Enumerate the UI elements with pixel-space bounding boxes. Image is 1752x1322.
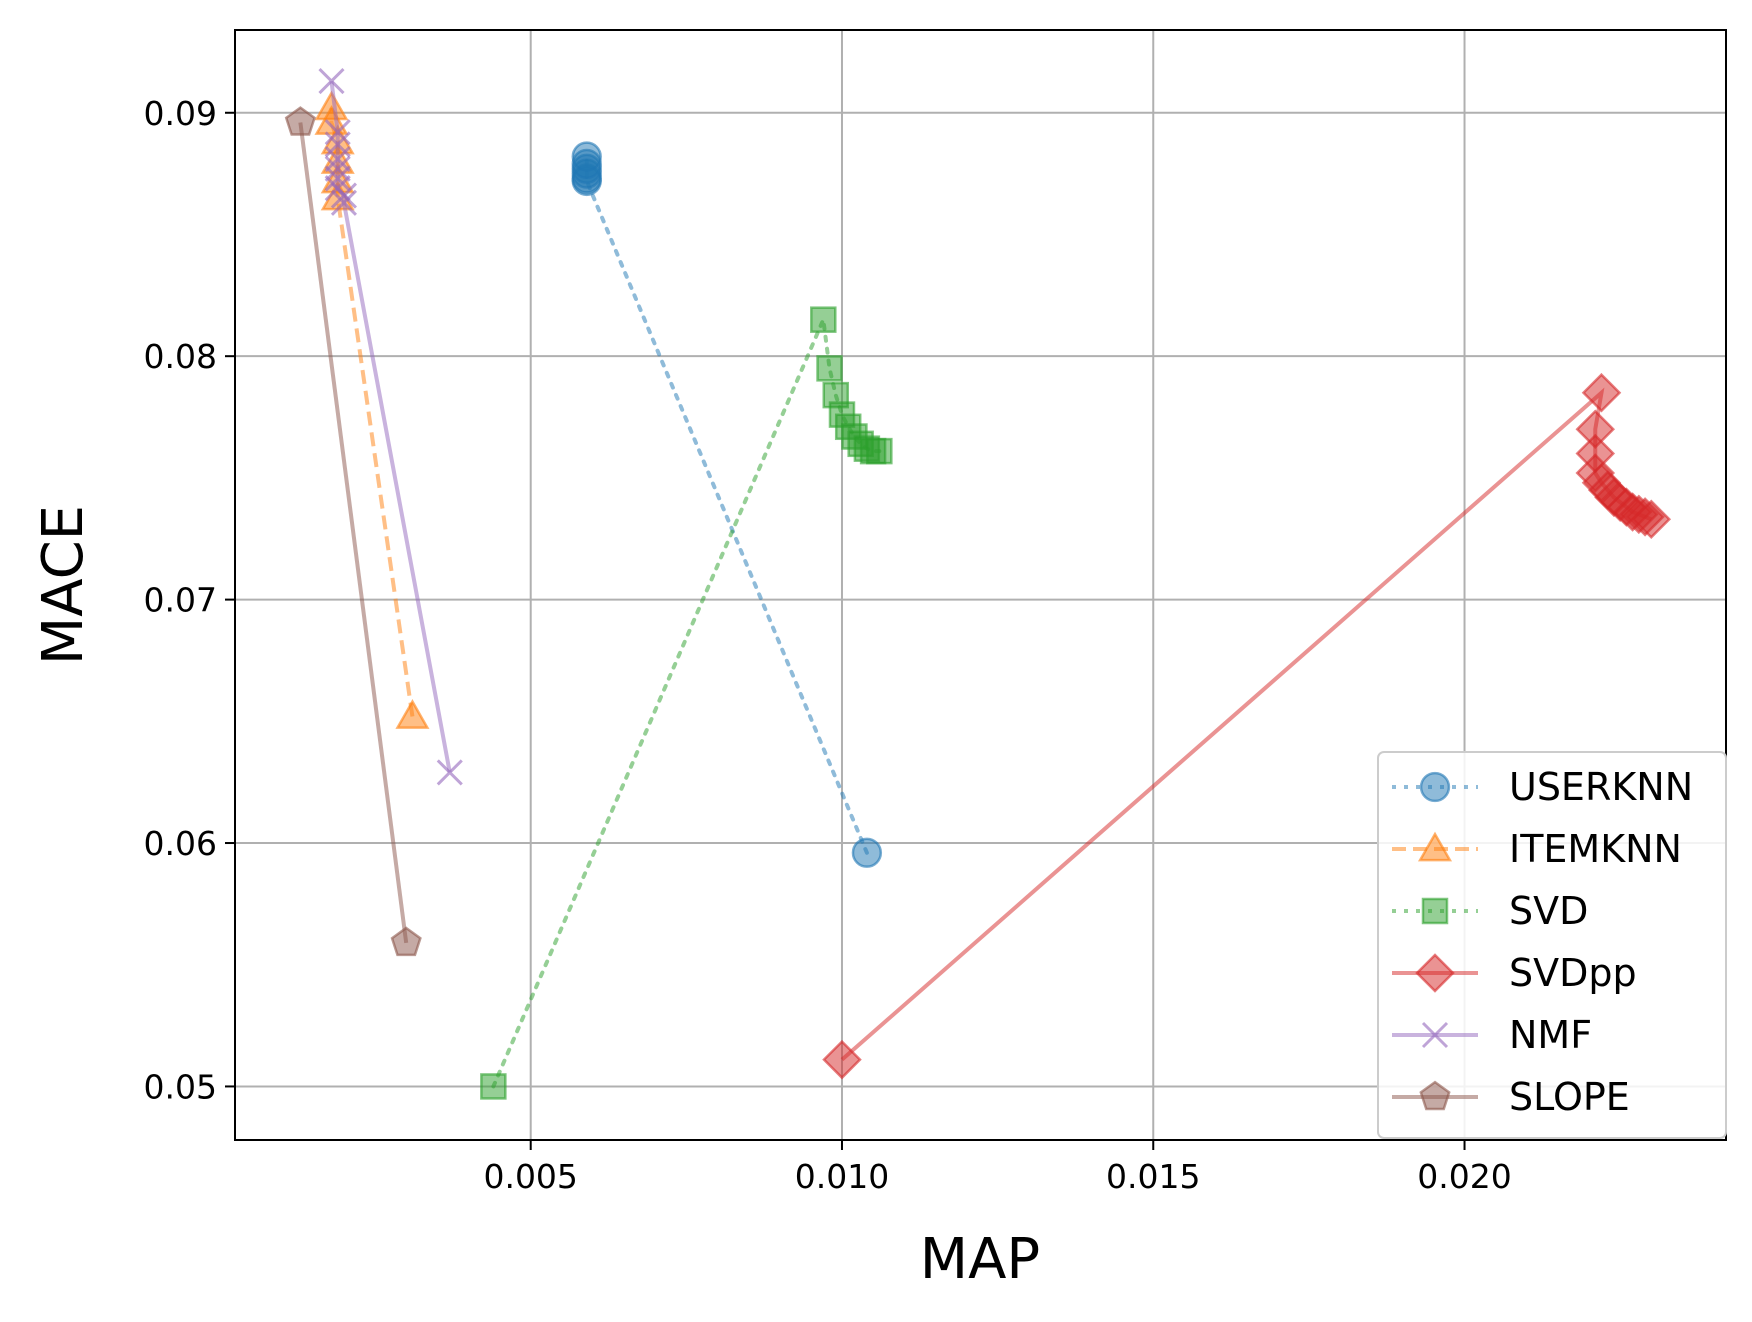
legend-item-svd: SVD [1392, 889, 1588, 933]
data-point-nmf [324, 165, 351, 192]
x-axis-label: MAP [920, 1227, 1040, 1292]
data-point-svd [810, 306, 837, 333]
x-tick-label: 0.010 [795, 1157, 889, 1196]
data-point-nmf [324, 175, 351, 202]
series-line-slope [298, 122, 409, 944]
data-point-svdpp [1631, 499, 1672, 540]
legend-marker-slope [1419, 1080, 1451, 1111]
y-tick-label: 0.09 [144, 94, 217, 133]
legend-item-userknn: USERKNN [1392, 765, 1693, 809]
data-point-nmf [436, 759, 463, 786]
legend-marker-itemknn [1417, 831, 1453, 862]
data-point-svd [816, 355, 843, 382]
legend-label-userknn: USERKNN [1509, 765, 1693, 809]
series-nmf [318, 68, 463, 786]
data-point-svd [866, 437, 893, 465]
data-point-userknn [851, 837, 883, 868]
x-tick-label: 0.005 [483, 1157, 577, 1196]
data-point-slope [390, 926, 422, 957]
series-slope [284, 106, 422, 957]
data-point-itemknn [314, 90, 349, 121]
legend-label-slope: SLOPE [1509, 1075, 1630, 1119]
plot-frame [234, 29, 1727, 1141]
series-svd [480, 306, 893, 1100]
data-point-nmf [324, 155, 351, 182]
y-tick-label: 0.06 [144, 824, 217, 863]
legend-item-svdpp: SVDpp [1392, 951, 1637, 995]
series-svdpp [822, 372, 1672, 1080]
data-point-userknn [571, 141, 602, 172]
legend: USERKNN ITEMKNN SVD SVDpp NMF SLOPE [1377, 751, 1727, 1139]
legend-label-svd: SVD [1509, 889, 1588, 933]
series-layer [284, 68, 1672, 1100]
data-point-svd [480, 1073, 507, 1100]
y-tick-label: 0.05 [144, 1067, 217, 1106]
data-point-svdpp [822, 1039, 862, 1080]
y-axis-label: MACE [31, 505, 96, 665]
legend-marker-svdpp [1415, 953, 1455, 993]
data-point-slope [284, 106, 316, 136]
data-point-nmf [324, 119, 351, 146]
series-line-nmf [329, 80, 452, 773]
legend-marker-nmf [1421, 1021, 1449, 1049]
legend-marker-userknn [1419, 771, 1451, 803]
y-tick-label: 0.08 [144, 337, 217, 376]
legend-item-slope: SLOPE [1392, 1075, 1630, 1119]
legend-item-itemknn: ITEMKNN [1392, 827, 1682, 871]
x-tick-label: 0.015 [1106, 1157, 1200, 1196]
ticks: 0.005 0.010 0.015 0.020 0.05 0.06 0.07 0.08 0.09 [144, 94, 1512, 1196]
legend-label-itemknn: ITEMKNN [1509, 827, 1682, 871]
legend-marker-svd [1421, 897, 1449, 925]
legend-item-nmf: NMF [1392, 1013, 1592, 1057]
data-point-nmf [324, 131, 351, 158]
data-point-itemknn [395, 699, 430, 729]
legend-label-svdpp: SVDpp [1509, 951, 1637, 995]
x-tick-label: 0.020 [1417, 1157, 1511, 1196]
data-point-nmf [330, 189, 358, 216]
data-point-svdpp [1581, 372, 1622, 413]
series-userknn [571, 141, 883, 868]
y-tick-label: 0.07 [144, 581, 217, 620]
data-point-nmf [318, 68, 345, 95]
legend-label-nmf: NMF [1509, 1013, 1592, 1057]
